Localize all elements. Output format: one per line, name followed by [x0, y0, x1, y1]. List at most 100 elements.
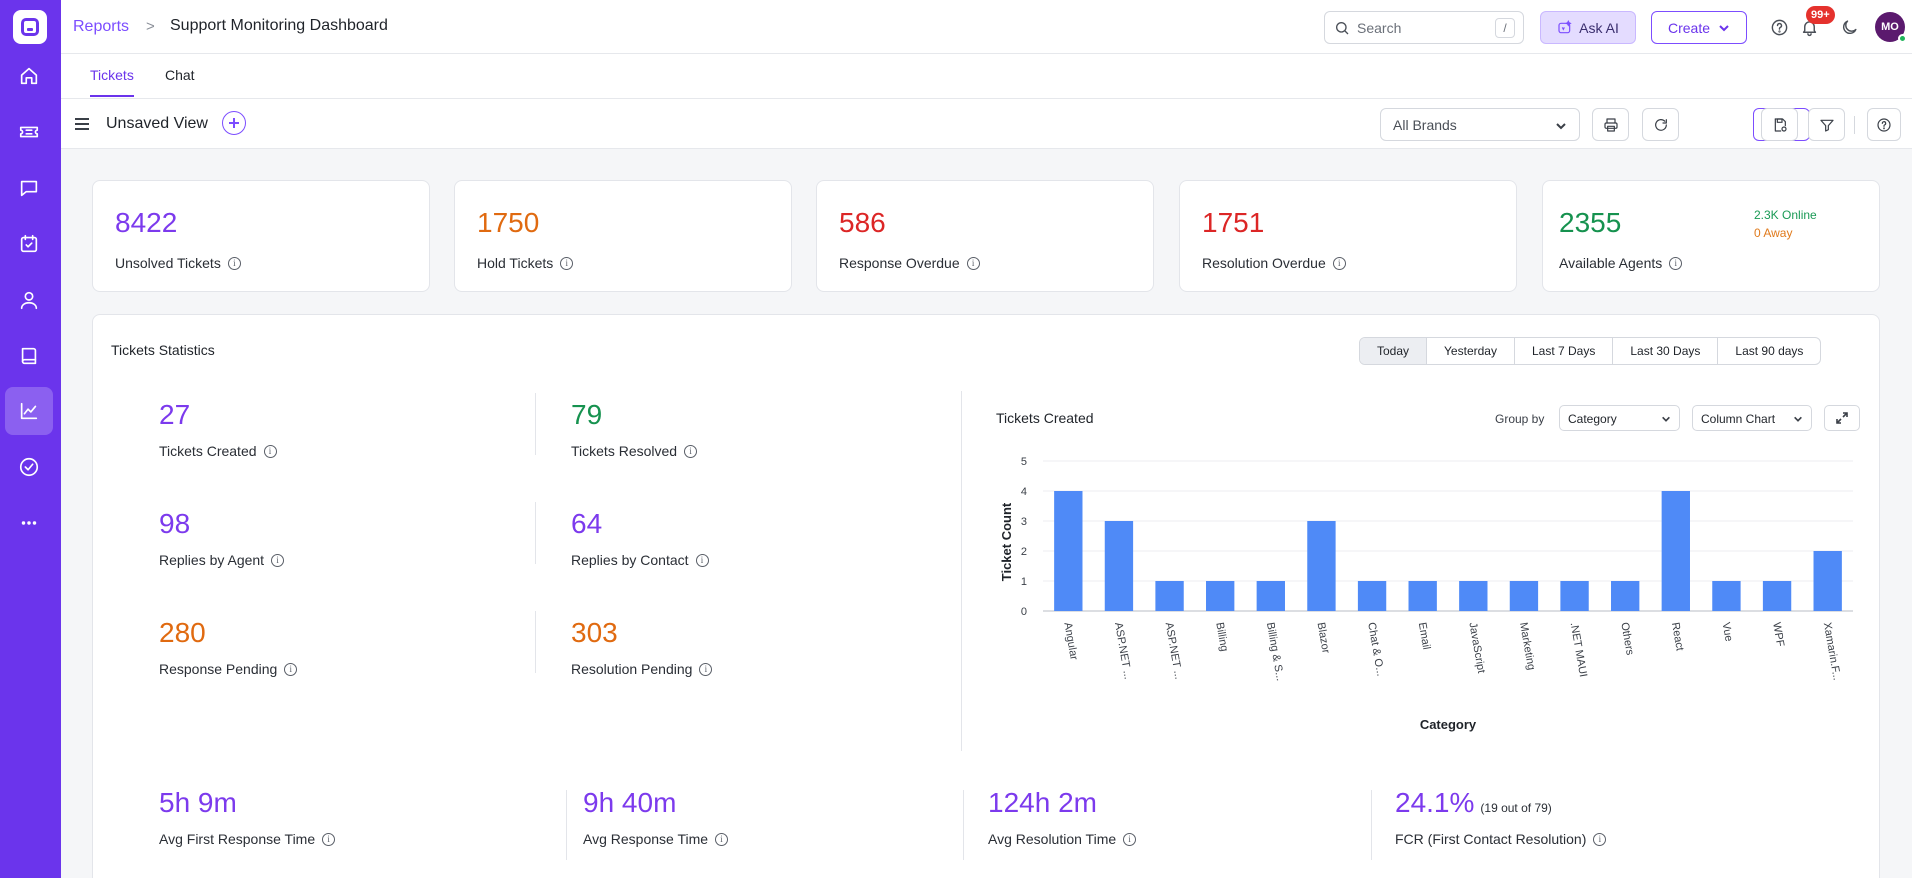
moon-icon[interactable] [1837, 15, 1861, 39]
ask-ai-button[interactable]: Ask AI [1540, 11, 1636, 44]
x-tick-label: ASP.NET ... [1163, 621, 1185, 680]
period-option[interactable]: Last 90 days [1735, 344, 1804, 358]
create-button[interactable]: Create [1651, 11, 1747, 44]
x-tick-label: JavaScript [1466, 621, 1487, 674]
sidebar-item-home[interactable] [5, 52, 53, 100]
time-metric: 9h 40m Avg Response Time i [583, 787, 729, 847]
chart-bar[interactable] [1155, 581, 1184, 611]
info-icon[interactable]: i [322, 832, 336, 846]
stat-metric: 280 Response Pending i [159, 617, 298, 677]
sidebar-item-contacts[interactable] [5, 276, 53, 324]
top-header: Reports > Support Monitoring Dashboard S… [61, 0, 1912, 54]
summary-card: 2355 Available Agents i 2.3K Online 0 Away [1542, 180, 1880, 292]
chart-bar[interactable] [1712, 581, 1741, 611]
time-divider [963, 790, 964, 860]
sidebar-item-more[interactable] [5, 499, 53, 547]
time-label: FCR (First Contact Resolution) [1395, 831, 1587, 847]
info-icon[interactable]: i [966, 256, 980, 270]
expand-chart-button[interactable] [1824, 405, 1860, 431]
group-by-select[interactable]: Category [1559, 405, 1680, 431]
chart-bar[interactable] [1661, 491, 1690, 611]
info-icon[interactable]: i [715, 832, 729, 846]
tab-tickets[interactable]: Tickets [90, 67, 134, 97]
chevron-down-icon [1794, 416, 1802, 422]
info-icon[interactable]: i [271, 553, 285, 567]
chart-bar[interactable] [1307, 521, 1336, 611]
sidebar-item-tasks[interactable] [5, 443, 53, 491]
metric-value: 280 [159, 617, 206, 648]
time-label-row: Avg First Response Time i [159, 831, 336, 847]
stat-metric: 303 Resolution Pending i [571, 617, 713, 677]
sidebar-item-reports[interactable] [5, 387, 53, 435]
chart-bar[interactable] [1509, 581, 1539, 611]
chart-type-select[interactable]: Column Chart [1692, 405, 1812, 431]
metric-label: Response Pending [159, 661, 278, 677]
more-icon [21, 521, 37, 525]
toolbar-divider [1854, 116, 1855, 134]
info-icon[interactable]: i [1593, 832, 1607, 846]
time-value: 24.1% [1395, 787, 1475, 818]
summary-label: Unsolved Tickets [115, 255, 221, 271]
info-icon[interactable]: i [263, 444, 277, 458]
period-option[interactable]: Last 7 Days [1515, 338, 1614, 364]
info-icon[interactable]: i [684, 444, 698, 458]
sidebar-item-ticket[interactable] [5, 108, 53, 156]
chart-title: Tickets Created [996, 410, 1094, 426]
chart-bar[interactable] [1560, 581, 1589, 611]
y-tick-label: 3 [1021, 516, 1027, 528]
sidebar-item-chat[interactable] [5, 164, 53, 212]
time-value-row: 24.1% (19 out of 79) [1395, 787, 1606, 819]
info-icon[interactable]: i [1669, 256, 1683, 270]
time-label-row: FCR (First Contact Resolution) i [1395, 831, 1607, 847]
help-icon[interactable] [1767, 15, 1791, 39]
info-icon[interactable]: i [1123, 832, 1137, 846]
add-view-button[interactable] [222, 111, 246, 135]
brand-select[interactable]: All Brands [1380, 108, 1580, 141]
period-option[interactable]: Today [1360, 338, 1428, 364]
help-button[interactable] [1867, 108, 1901, 141]
info-icon[interactable]: i [284, 662, 298, 676]
view-toolbar: Unsaved View All Brands Save [61, 99, 1912, 149]
chart-bar[interactable] [1054, 491, 1083, 611]
tasks-icon [19, 457, 39, 477]
hamburger-menu-icon[interactable] [73, 115, 91, 133]
sidebar-item-calendar-check[interactable] [5, 220, 53, 268]
time-value-row: 9h 40m [583, 787, 728, 819]
info-icon[interactable]: i [560, 256, 574, 270]
chart-bar[interactable] [1762, 581, 1792, 611]
refresh-button[interactable] [1642, 108, 1679, 141]
summary-card: 8422 Unsolved Tickets i [92, 180, 430, 292]
print-button[interactable] [1592, 108, 1629, 141]
chart-bar[interactable] [1611, 581, 1640, 611]
info-icon[interactable]: i [227, 256, 241, 270]
info-icon[interactable]: i [695, 553, 709, 567]
x-tick-label: Xamarin.F... [1821, 621, 1843, 681]
chart-bar[interactable] [1459, 581, 1488, 611]
summary-label-row: Response Overdue i [839, 255, 980, 271]
search-input[interactable]: Search / [1324, 11, 1524, 44]
chart-bar[interactable] [1813, 551, 1842, 611]
expand-icon [1836, 412, 1848, 424]
info-icon[interactable]: i [699, 662, 713, 676]
save-as-button[interactable] [1761, 108, 1798, 141]
period-option[interactable]: Yesterday [1427, 338, 1515, 364]
chart-bar[interactable] [1256, 581, 1285, 611]
sidebar-item-knowledge-base[interactable] [5, 332, 53, 380]
reports-icon [20, 402, 38, 420]
time-divider [1371, 790, 1372, 860]
chart-bar[interactable] [1408, 581, 1437, 611]
filter-button[interactable] [1808, 108, 1845, 141]
plus-icon [229, 118, 239, 128]
breadcrumb-reports-link[interactable]: Reports [73, 18, 130, 35]
info-icon[interactable]: i [1332, 256, 1346, 270]
app-logo-icon[interactable] [13, 10, 47, 44]
time-label-row: Avg Resolution Time i [988, 831, 1137, 847]
chart-bar[interactable] [1104, 521, 1134, 611]
chart-bar[interactable] [1206, 581, 1235, 611]
period-option[interactable]: Last 30 Days [1613, 338, 1719, 364]
chart-bar[interactable] [1357, 581, 1387, 611]
summary-value: 2355 [1559, 207, 1622, 238]
online-status-dot [1898, 34, 1907, 43]
summary-label: Hold Tickets [477, 255, 554, 271]
tab-chat[interactable]: Chat [165, 67, 195, 83]
